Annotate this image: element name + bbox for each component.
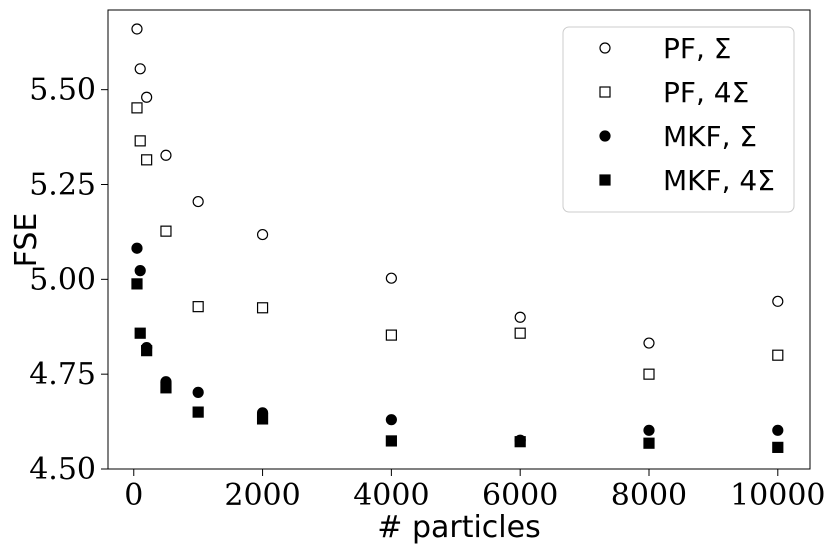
- data-point: [385, 435, 397, 447]
- data-point: [772, 441, 784, 453]
- data-point: [256, 413, 269, 425]
- x-tick-label: 8000: [611, 478, 687, 513]
- y-tick-label: 4.75: [29, 357, 96, 392]
- x-tick-label: 2000: [224, 478, 300, 513]
- data-point: [134, 327, 146, 339]
- data-point: [256, 302, 269, 314]
- legend: PF, Σ PF, 4Σ MKF, Σ MKF, 4Σ: [562, 26, 795, 213]
- y-tick-label: 5.25: [29, 167, 96, 202]
- data-point: [643, 337, 655, 349]
- data-point: [772, 424, 784, 436]
- data-point: [643, 437, 655, 449]
- data-point: [772, 295, 784, 307]
- data-point: [141, 154, 153, 166]
- legend-marker: [599, 130, 611, 142]
- plot-area: [107, 9, 811, 470]
- data-point: [131, 23, 143, 35]
- legend-label: MKF, 4Σ: [663, 164, 775, 197]
- legend-marker: [599, 174, 611, 186]
- y-tick-label: 5.00: [29, 262, 96, 297]
- legend-marker: [599, 42, 611, 54]
- data-point: [134, 135, 146, 147]
- data-point: [131, 242, 143, 254]
- data-point: [192, 386, 204, 398]
- series-1: [131, 23, 784, 349]
- y-axis: 4.50 4.75 5.00 5.25 5.50: [29, 73, 108, 487]
- data-point: [385, 329, 397, 341]
- series-3: [131, 242, 784, 446]
- data-point: [131, 102, 143, 114]
- x-tick-label: 4000: [353, 478, 429, 513]
- data-point: [134, 63, 146, 75]
- legend-marker: [599, 86, 611, 98]
- data-point: [160, 225, 172, 237]
- data-point: [134, 265, 146, 277]
- x-axis-title: # particles: [377, 510, 540, 545]
- data-point: [514, 311, 526, 323]
- data-point: [192, 406, 204, 418]
- x-axis: 0 2000 4000 6000 8000 10000: [124, 469, 826, 513]
- x-tick-label: 10000: [730, 478, 825, 513]
- data-point: [643, 424, 655, 436]
- data-point: [385, 414, 397, 426]
- x-tick-label: 6000: [482, 478, 558, 513]
- data-point: [514, 327, 526, 339]
- y-tick-label: 4.50: [29, 452, 96, 487]
- data-point: [256, 228, 269, 241]
- data-point: [643, 368, 655, 380]
- data-point: [141, 91, 153, 103]
- legend-box: [562, 26, 795, 213]
- y-tick-label: 5.50: [29, 73, 96, 108]
- data-point: [160, 382, 172, 394]
- legend-label: PF, 4Σ: [663, 76, 749, 109]
- data-point: [160, 149, 172, 161]
- series-4: [131, 278, 784, 453]
- data-point: [772, 349, 784, 361]
- data-point: [514, 436, 526, 448]
- data-points: [131, 23, 784, 453]
- data-point: [385, 272, 397, 284]
- x-tick-label: 0: [124, 478, 143, 513]
- data-point: [131, 278, 143, 290]
- legend-label: PF, Σ: [663, 32, 731, 65]
- data-point: [192, 301, 204, 313]
- series-2: [131, 102, 784, 380]
- data-point: [141, 345, 153, 357]
- legend-label: MKF, Σ: [663, 120, 757, 153]
- data-point: [192, 195, 204, 208]
- y-axis-title: FSE: [9, 213, 44, 268]
